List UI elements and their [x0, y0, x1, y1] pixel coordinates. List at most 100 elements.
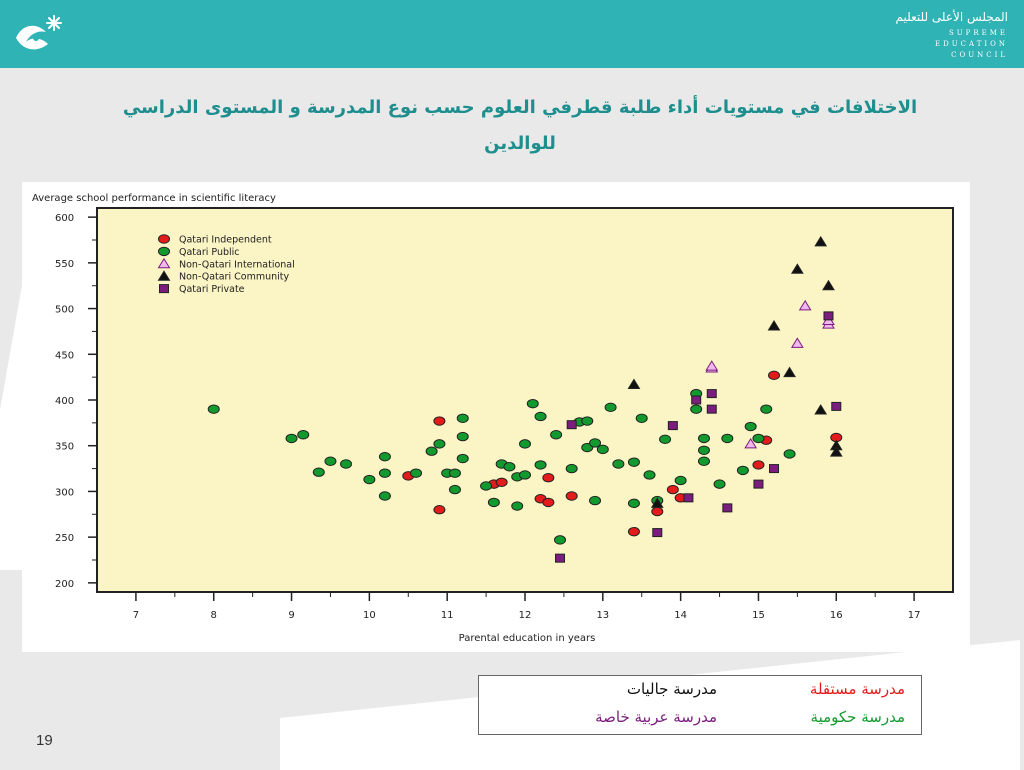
data-point [760, 404, 773, 414]
x-tick-label: 8 [211, 610, 217, 621]
x-axis-title: Parental education in years [459, 633, 596, 644]
data-point [410, 468, 423, 478]
legend-entry-label: Non-Qatari Community [179, 272, 289, 283]
data-point [566, 420, 577, 430]
data-point [753, 479, 764, 489]
data-point [627, 526, 640, 537]
data-point [814, 235, 828, 247]
data-point [651, 506, 664, 517]
data-point [831, 401, 842, 411]
council-name-arabic: المجلس الأعلى للتعليم [895, 10, 1008, 24]
data-point [534, 460, 547, 470]
data-point [790, 337, 804, 348]
data-point [207, 404, 220, 414]
data-point [769, 464, 780, 474]
data-point [157, 257, 171, 269]
legend-entry-label: Qatari Public [179, 247, 240, 258]
data-point [798, 299, 812, 311]
data-point [783, 366, 796, 378]
data-point [736, 465, 749, 476]
council-name-english: SUPREME EDUCATION COUNCIL [935, 28, 1008, 61]
data-point [456, 431, 469, 442]
x-tick-label: 14 [674, 610, 687, 621]
data-point [456, 453, 469, 464]
data-point [721, 433, 734, 444]
data-point [312, 467, 325, 477]
y-tick-label: 600 [55, 213, 74, 224]
y-tick-label: 250 [55, 533, 74, 544]
data-point [643, 470, 656, 480]
council-name-line: COUNCIL [951, 51, 1008, 59]
data-point [612, 459, 625, 469]
data-point [480, 481, 493, 491]
slide-title-line: الاختلافات في مستويات أداء طلبة قطرفي ال… [122, 97, 918, 118]
data-point [378, 491, 391, 501]
x-tick-label: 7 [133, 610, 139, 621]
data-point [581, 416, 594, 426]
data-point [526, 398, 539, 409]
data-point [722, 503, 733, 513]
data-point [604, 402, 617, 413]
data-point [378, 451, 391, 462]
data-point [697, 445, 710, 455]
slide-title: الاختلافات في مستويات أداء طلبة قطرفي ال… [80, 90, 960, 162]
data-point [158, 234, 170, 244]
data-point [519, 470, 531, 480]
data-point [683, 493, 694, 503]
data-point [697, 456, 710, 466]
data-point [159, 284, 169, 294]
data-point [790, 263, 804, 274]
page-number: 19 [36, 732, 53, 749]
y-tick-label: 350 [55, 442, 74, 453]
x-tick-label: 12 [519, 610, 532, 621]
data-point [511, 501, 524, 511]
data-point [752, 460, 765, 470]
y-tick-label: 400 [55, 396, 74, 407]
data-point [565, 491, 578, 501]
plot-area [96, 207, 954, 593]
data-point [659, 434, 672, 445]
data-point [752, 433, 765, 444]
legend-community-school: مدرسة جاليات [626, 680, 717, 698]
data-point [767, 319, 781, 331]
data-point [363, 474, 376, 485]
data-point [448, 468, 461, 478]
data-point [697, 433, 710, 444]
data-point [650, 497, 664, 508]
y-tick-label: 200 [55, 579, 74, 590]
y-axis: 200 250 300 350 400 450 500 550 600 [55, 213, 97, 590]
data-point [691, 395, 702, 405]
legend-public-school: مدرسة حكومية [810, 708, 905, 726]
school-type-legend: مدرسة مستقلة مدرسة جاليات مدرسة حكومية م… [478, 675, 922, 735]
legend-private-school: مدرسة عربية خاصة [595, 708, 717, 726]
data-point [814, 404, 828, 415]
data-point [297, 430, 310, 440]
slide-header: المجلس الأعلى للتعليم SUPREME EDUCATION … [0, 0, 1024, 68]
legend-independent-school: مدرسة مستقلة [809, 680, 905, 698]
y-tick-label: 550 [55, 259, 74, 270]
data-point [822, 279, 835, 291]
council-name-line: SUPREME [948, 29, 1008, 37]
data-point [652, 528, 663, 538]
data-point [554, 535, 567, 545]
data-points [207, 235, 843, 563]
data-point [627, 498, 640, 509]
data-point [829, 446, 843, 457]
council-logo-icon [16, 15, 62, 50]
y-axis-title: Average school performance in scientific… [32, 193, 276, 204]
council-name-line: EDUCATION [935, 40, 1008, 48]
data-point [157, 270, 171, 281]
data-point [674, 475, 687, 486]
data-point [596, 444, 609, 455]
data-point [340, 459, 353, 469]
data-point [744, 421, 757, 432]
data-point [744, 437, 758, 449]
y-tick-label: 450 [55, 350, 74, 361]
data-point [378, 468, 391, 478]
data-point [456, 413, 469, 423]
data-point [667, 421, 678, 431]
y-tick-label: 500 [55, 305, 74, 316]
data-point [324, 456, 337, 466]
data-point [589, 438, 602, 448]
data-point [495, 477, 508, 487]
